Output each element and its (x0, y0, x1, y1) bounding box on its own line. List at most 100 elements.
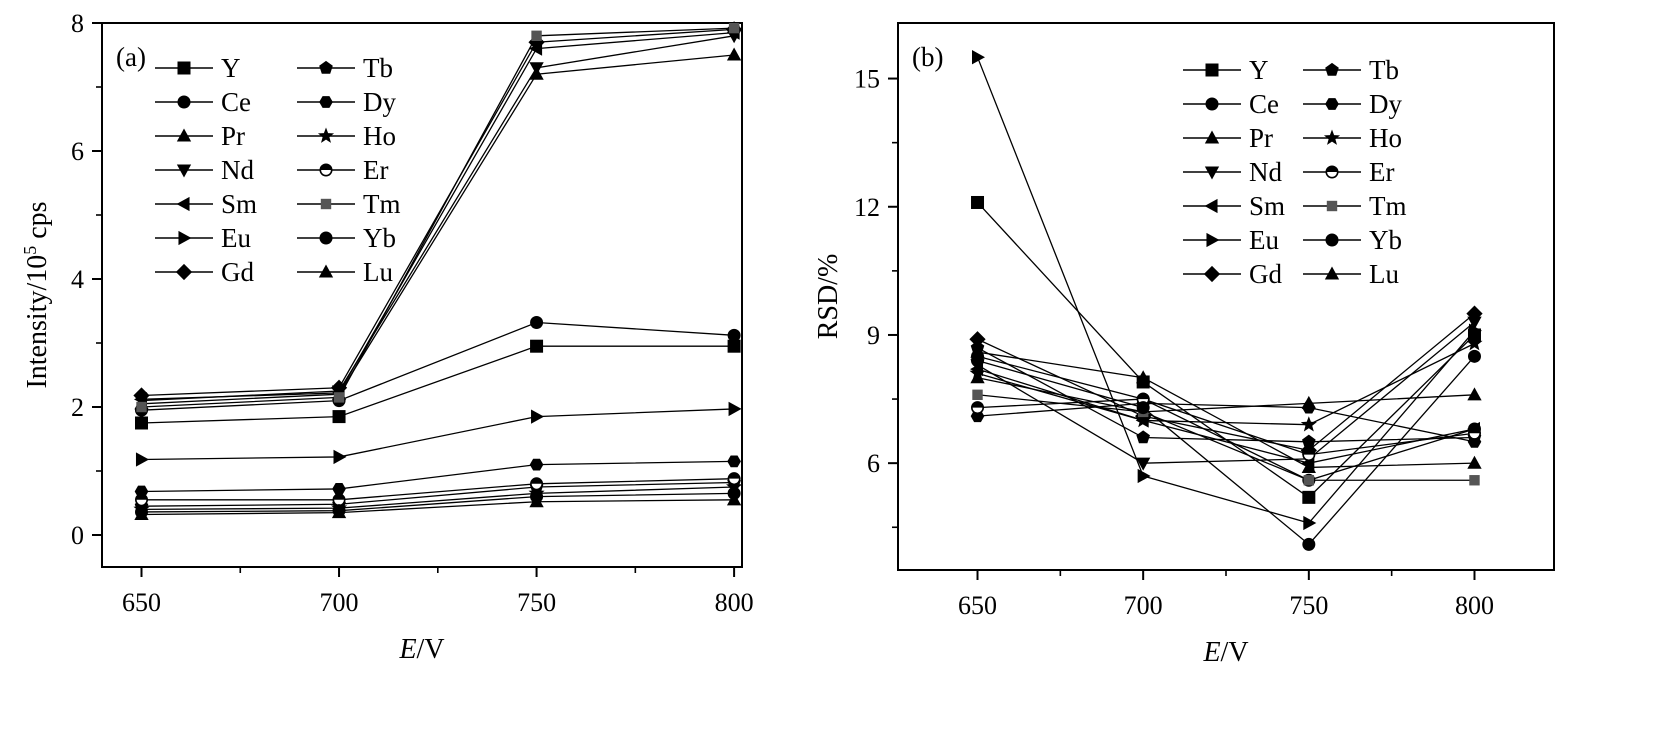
data-point-nd (529, 62, 544, 76)
series-line-yb (977, 355, 1475, 546)
legend-label: Yb (1369, 225, 1402, 255)
y-tick-label: 4 (71, 265, 84, 294)
legend-marker-eu (178, 230, 192, 246)
series-line-sm (977, 368, 1475, 464)
legend-entry-eu: Eu (1183, 225, 1279, 255)
x-tick-label: 800 (1455, 591, 1494, 620)
legend-label: Dy (1369, 89, 1402, 119)
data-point-nd (1136, 457, 1151, 471)
data-point-tm (1303, 475, 1315, 486)
legend-marker-ho (317, 127, 335, 143)
data-point-yb (1467, 349, 1481, 363)
legend-entry-nd: Nd (1183, 157, 1282, 187)
series-line-ho (141, 486, 735, 511)
series-line-tm (141, 27, 735, 408)
legend-label: Nd (221, 155, 254, 185)
series-tb (970, 340, 1482, 448)
legend-marker-lu (1324, 266, 1340, 280)
legend-label: Nd (1249, 157, 1282, 187)
y-tick-label: 2 (71, 393, 84, 422)
data-point-tb (1302, 434, 1316, 448)
legend-label: Tm (1369, 191, 1407, 221)
data-point-ho (969, 364, 986, 381)
legend-marker-ce (177, 95, 191, 109)
series-line-tm (977, 394, 1475, 481)
series-line-nd (977, 321, 1475, 464)
legend-entry-sm: Sm (1183, 191, 1285, 221)
legend: Y Ce Pr Nd Sm Eu Gd Tb Dy Ho Er Tm Yb Lu (155, 53, 401, 287)
legend-entry-gd: Gd (1183, 259, 1282, 289)
series-line-eu (141, 408, 735, 461)
legend-entry-yb: Yb (1303, 225, 1402, 255)
data-point-er (332, 493, 346, 507)
legend-marker-dy (1325, 98, 1339, 110)
data-point-ho (1135, 411, 1152, 428)
legend-label: Gd (221, 257, 254, 287)
data-point-eu (531, 409, 545, 424)
legend-label: Er (363, 155, 388, 185)
data-point-er (727, 472, 741, 486)
legend-entry-lu: Lu (1303, 259, 1399, 289)
series-line-gd (141, 28, 735, 397)
legend-label: Lu (363, 257, 393, 287)
data-point-lu (134, 507, 149, 521)
x-tick-label: 700 (320, 588, 359, 617)
legend-entry-tm: Tm (1303, 191, 1407, 221)
legend-entry-tm: Tm (297, 189, 401, 219)
legend-marker-tm (320, 198, 332, 210)
legend-marker-dy (319, 96, 333, 108)
panel-label: (a) (116, 42, 146, 72)
x-tick-label: 750 (517, 588, 556, 617)
series-line-gd (977, 313, 1475, 452)
data-point-lu (1467, 455, 1482, 469)
series-line-pr (141, 54, 735, 405)
legend-entry-sm: Sm (155, 189, 257, 219)
data-point-gd (330, 379, 348, 396)
data-point-tm (333, 392, 345, 403)
series-dy (134, 455, 741, 498)
legend-entry-tb: Tb (1303, 55, 1399, 85)
legend-marker-sm (176, 196, 190, 212)
data-point-ho (1300, 416, 1317, 432)
data-point-tm (972, 389, 983, 400)
legend-label: Sm (221, 189, 257, 219)
data-point-lu (529, 494, 544, 508)
series-lu (134, 492, 742, 521)
data-point-y (971, 195, 985, 209)
data-point-lu (1136, 370, 1151, 384)
y-tick-label: 8 (71, 9, 84, 38)
panel-b-rsd-chart: 650 700 750 800 6 9 12 15 E/V RSD/% (b) Y Ce Pr Nd Sm Eu… (813, 22, 1555, 668)
legend-marker-y (177, 61, 191, 75)
data-point-pr (1467, 387, 1482, 401)
data-point-lu (331, 505, 347, 519)
legend-entry-dy: Dy (1303, 89, 1402, 119)
data-point-eu (1468, 323, 1482, 338)
legend-marker-gd (175, 263, 193, 281)
series-gd (133, 21, 743, 404)
legend-entry-lu: Lu (297, 257, 393, 287)
series-line-lu (977, 351, 1475, 469)
legend-label: Gd (1249, 259, 1282, 289)
legend-label: Pr (1249, 123, 1273, 153)
data-point-yb (1302, 537, 1316, 551)
legend-label: Y (1249, 55, 1269, 85)
series-line-tb (141, 481, 735, 507)
data-point-er (530, 477, 544, 491)
legend-marker-ce (1205, 97, 1219, 111)
data-point-eu (728, 401, 742, 417)
legend-marker-eu (1206, 232, 1220, 248)
data-point-er (1467, 426, 1481, 440)
data-point-lu (726, 492, 742, 506)
series-line-tb (977, 347, 1475, 443)
data-point-lu (970, 344, 985, 358)
series-line-eu (976, 56, 1475, 524)
legend-label: Ho (1369, 123, 1402, 153)
series-ce (135, 316, 741, 417)
legend: Y Ce Pr Nd Sm Eu Gd Tb Dy Ho Er Tm Yb Lu (1183, 55, 1407, 289)
data-point-tm (136, 401, 147, 413)
series-er (135, 472, 741, 507)
legend-entry-pr: Pr (1183, 123, 1273, 153)
data-point-eu (1303, 515, 1317, 531)
panel-label: (b) (912, 42, 943, 72)
legend-marker-sm (1204, 198, 1218, 214)
